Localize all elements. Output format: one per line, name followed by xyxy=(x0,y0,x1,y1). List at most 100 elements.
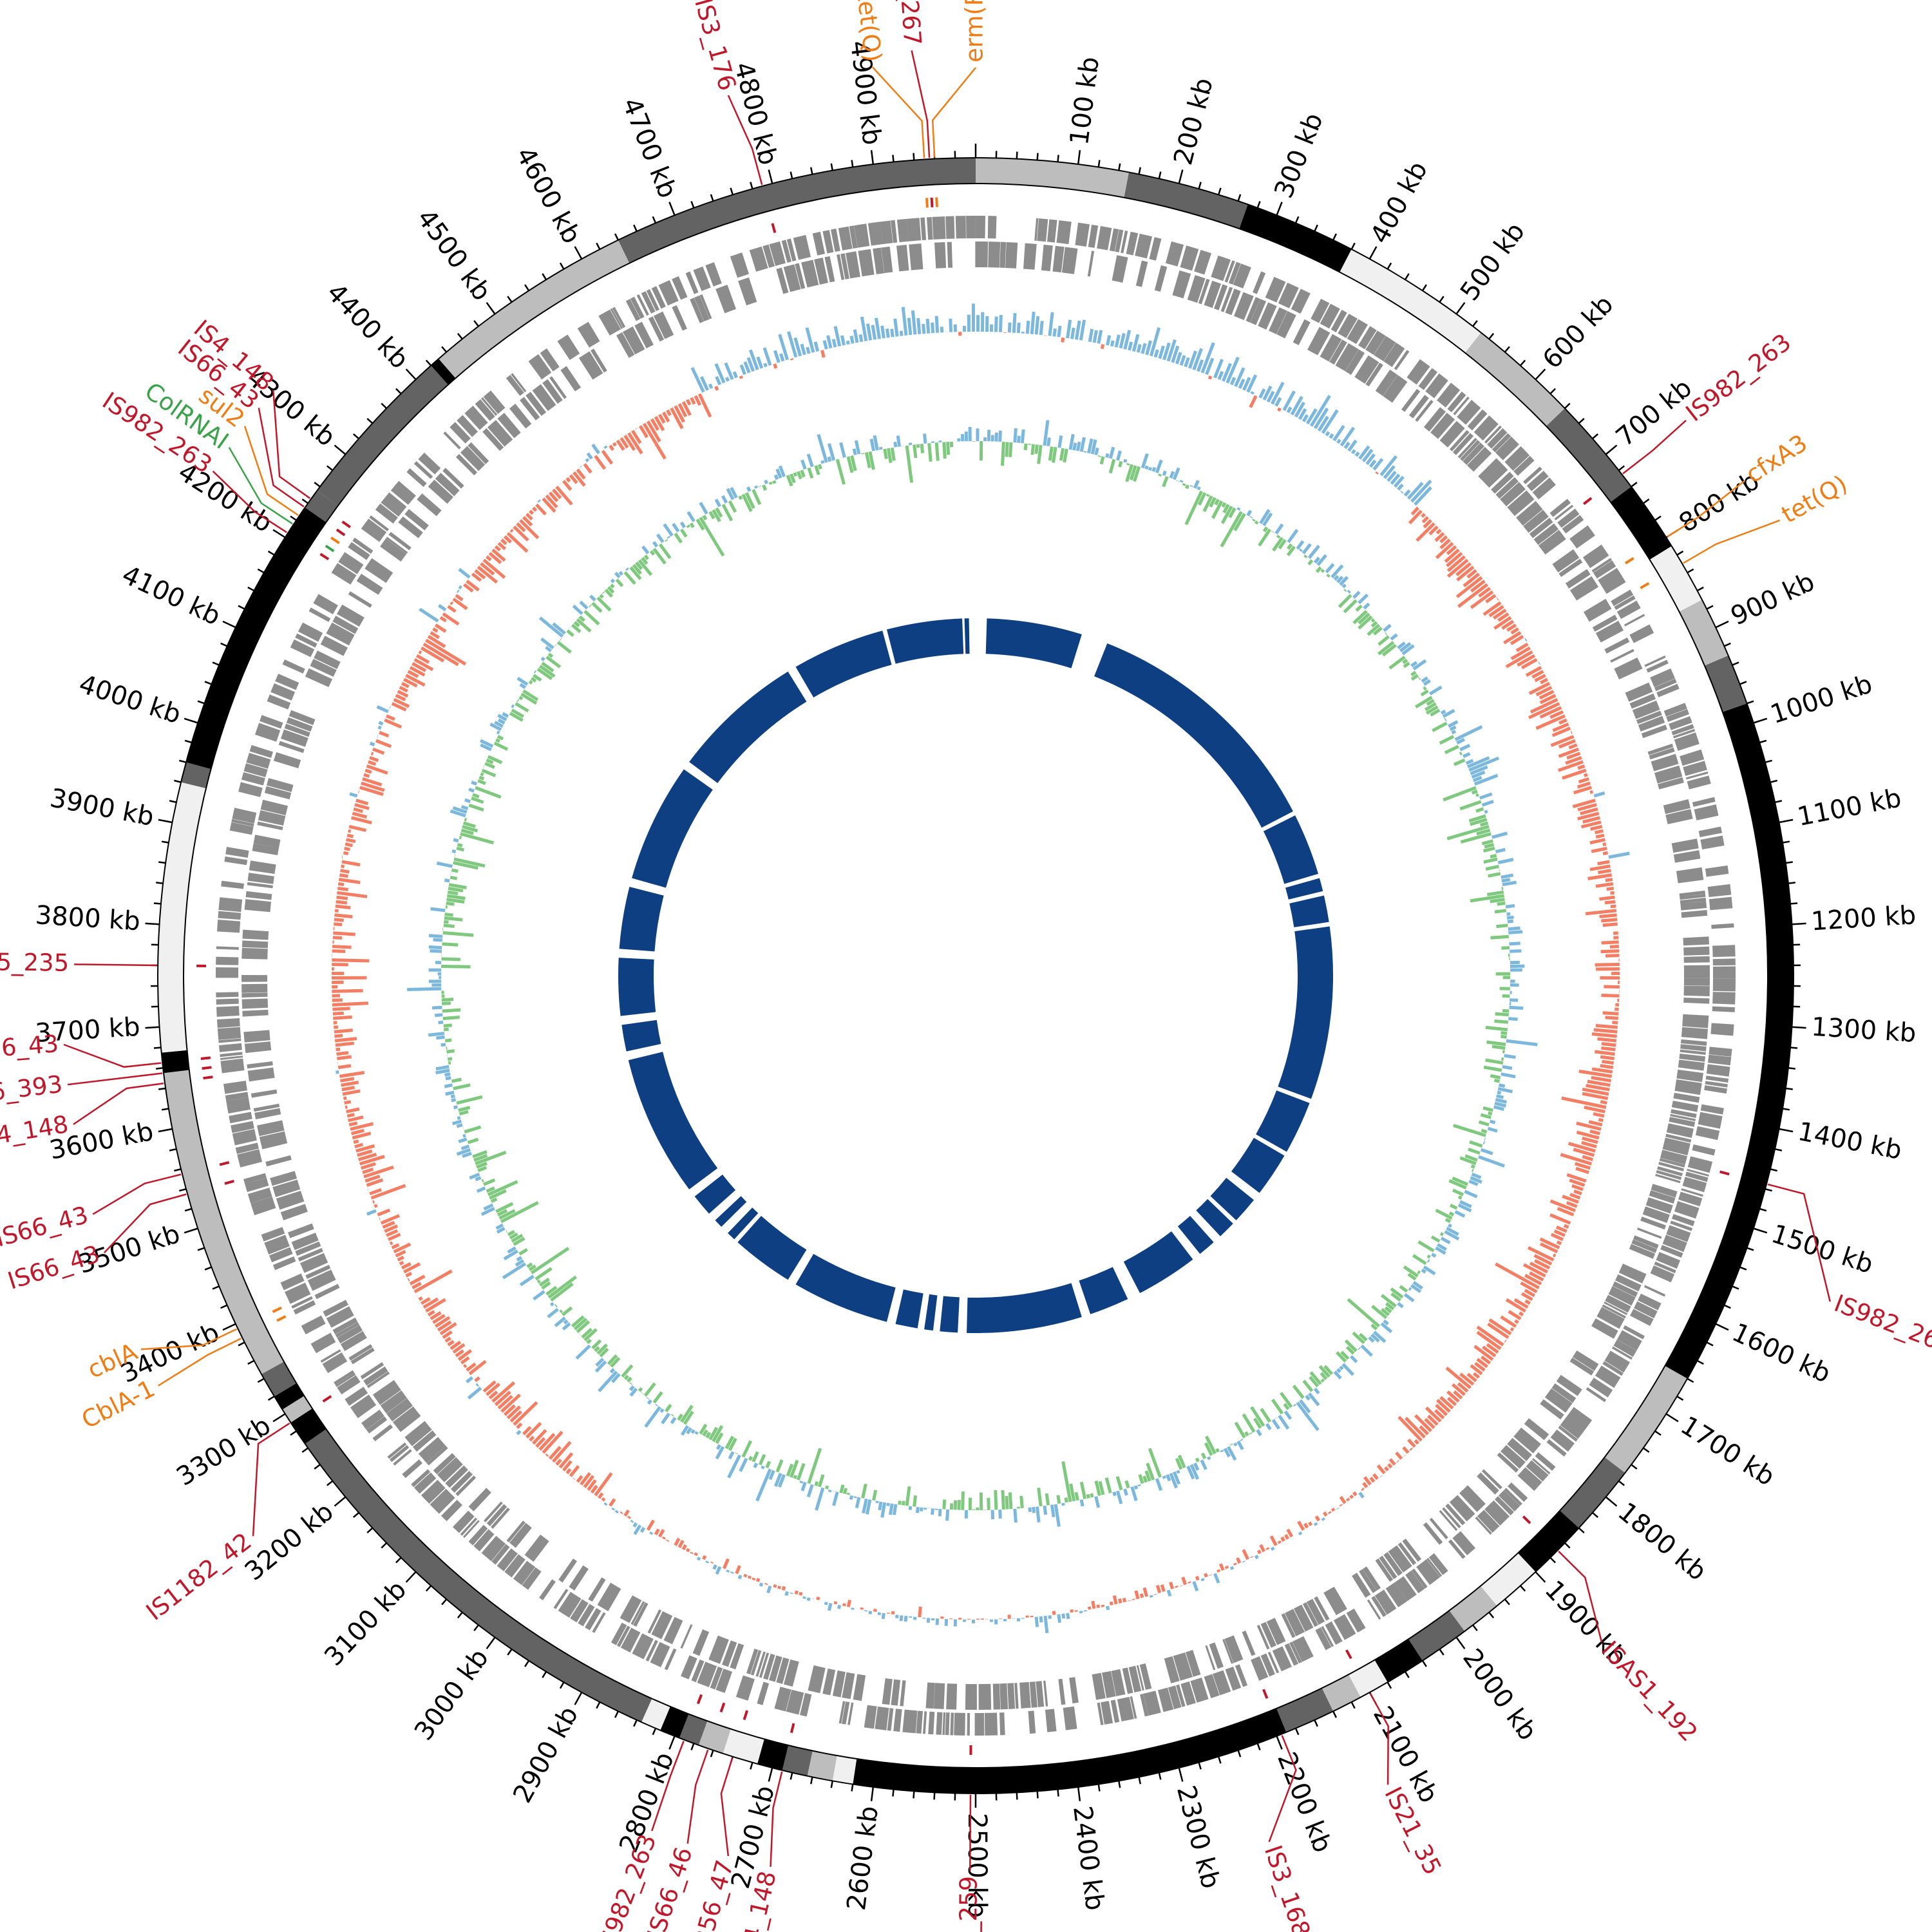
tick-label: 700 kb xyxy=(1611,373,1698,452)
alignment-block xyxy=(924,1294,938,1331)
feature-mark xyxy=(1640,582,1650,589)
alignment-block xyxy=(1285,878,1323,900)
alignment-block xyxy=(728,1208,759,1240)
annotation-label: cfxA3 xyxy=(1741,429,1812,489)
alignment-block xyxy=(985,618,1082,668)
contig-segment xyxy=(807,1750,837,1781)
contig-segment xyxy=(157,782,206,1053)
contig-ring xyxy=(157,157,1794,1794)
annotation-leader xyxy=(1268,1735,1297,1842)
feature-mark xyxy=(743,1710,748,1720)
tick-label: 1100 kb xyxy=(1795,783,1904,832)
contig-segment xyxy=(431,359,456,385)
annotation-label: IS66_43 xyxy=(0,1201,91,1253)
feature-mark xyxy=(202,1066,212,1070)
alignment-block xyxy=(1210,1177,1255,1220)
alignment-block xyxy=(689,671,807,784)
annotation-label: erm(F) xyxy=(961,0,989,62)
feature-mark xyxy=(930,197,934,208)
annotation-leader xyxy=(74,963,157,967)
contig-segment xyxy=(1276,1688,1334,1732)
feature-mark xyxy=(1262,1689,1269,1699)
contig-segment xyxy=(439,240,630,379)
tick-label: 3100 kb xyxy=(319,1575,412,1672)
alignment-block xyxy=(618,958,656,1016)
tick-label: 3700 kb xyxy=(34,1012,141,1048)
alignment-block xyxy=(694,1174,736,1214)
contig-segment xyxy=(305,1429,652,1723)
tick-label: 3000 kb xyxy=(409,1643,495,1746)
annotation-label: IS3_176 xyxy=(689,0,741,93)
contig-segment xyxy=(1449,1586,1497,1631)
tick-label: 3300 kb xyxy=(171,1410,276,1492)
tick-label: 2200 kb xyxy=(1271,1748,1338,1857)
cds-ring-reverse xyxy=(242,241,1710,1710)
cds-rings xyxy=(216,216,1736,1736)
contig-segment xyxy=(832,1756,857,1785)
tick-label: 1600 kb xyxy=(1727,1318,1835,1389)
feature-mark xyxy=(219,1160,230,1166)
feature-marks xyxy=(196,197,1730,1755)
annotation-label: IS21_259 xyxy=(954,1876,983,1932)
gc-skew-positive xyxy=(331,332,1620,1620)
contig-segment xyxy=(1546,408,1631,502)
cds-ring-forward xyxy=(216,216,1736,1736)
tick-label: 1000 kb xyxy=(1767,669,1876,730)
annotation-leader xyxy=(1667,480,1745,538)
tick-label: 500 kb xyxy=(1455,217,1531,306)
tick-label: 1700 kb xyxy=(1675,1410,1779,1492)
contig-segment xyxy=(1679,600,1728,666)
alignment-block xyxy=(1263,815,1318,884)
alignment-block xyxy=(795,1253,896,1322)
contig-segment xyxy=(164,1070,284,1374)
feature-mark xyxy=(790,1723,795,1734)
alignment-block xyxy=(715,1196,747,1227)
alignment-block xyxy=(1094,643,1293,828)
annotation-leader xyxy=(252,1422,290,1537)
contig-segment xyxy=(618,158,976,263)
tick-label: 200 kb xyxy=(1168,75,1219,168)
feature-mark xyxy=(319,553,330,561)
feature-mark xyxy=(1624,556,1634,565)
alignment-block xyxy=(1123,1231,1193,1293)
annotation-leader xyxy=(243,426,299,516)
tick-label: 2300 kb xyxy=(1171,1783,1226,1891)
tick-label: 4700 kb xyxy=(616,94,683,203)
tick-label: 1300 kb xyxy=(1810,1012,1917,1048)
alignment-block xyxy=(895,1289,923,1329)
alignment-block xyxy=(1256,1090,1310,1152)
tick-label: 2000 kb xyxy=(1457,1643,1542,1746)
annotation-leader xyxy=(258,408,305,507)
annotation-label: IS1182_42 xyxy=(141,1528,257,1626)
annotation-label: IS982_263 xyxy=(1830,1289,1932,1359)
contig-segment xyxy=(853,1708,1287,1794)
alignment-block xyxy=(1079,1267,1128,1314)
tick-label: 3900 kb xyxy=(48,783,156,832)
feature-mark xyxy=(935,197,938,207)
annotation-label: IS1595_235 xyxy=(0,947,69,977)
gc-content-track xyxy=(407,420,1538,1527)
feature-mark xyxy=(325,544,335,553)
feature-mark xyxy=(322,1395,332,1403)
tick-label: 900 kb xyxy=(1727,567,1819,631)
tick-label: 4500 kb xyxy=(411,204,497,307)
contig-segment xyxy=(1239,204,1352,272)
contig-segment xyxy=(317,365,448,506)
annotation-leader xyxy=(158,1338,242,1387)
tick-label: 4100 kb xyxy=(117,560,225,631)
gc-content-positive xyxy=(441,440,1511,1511)
tick-label: 300 kb xyxy=(1269,109,1329,202)
contig-segment xyxy=(1704,655,1747,712)
gc-content-negative xyxy=(407,420,1538,1527)
feature-mark xyxy=(719,1702,726,1713)
tick-label: 600 kb xyxy=(1537,290,1620,375)
annotation-leader xyxy=(687,1749,709,1844)
annotation-leader xyxy=(67,1072,163,1086)
contig-segment xyxy=(1604,1366,1688,1473)
annotation-leader xyxy=(1369,1693,1389,1785)
contig-segment xyxy=(161,1050,189,1074)
tick-label: 4000 kb xyxy=(75,669,184,730)
tick-label: 4600 kb xyxy=(510,142,587,249)
